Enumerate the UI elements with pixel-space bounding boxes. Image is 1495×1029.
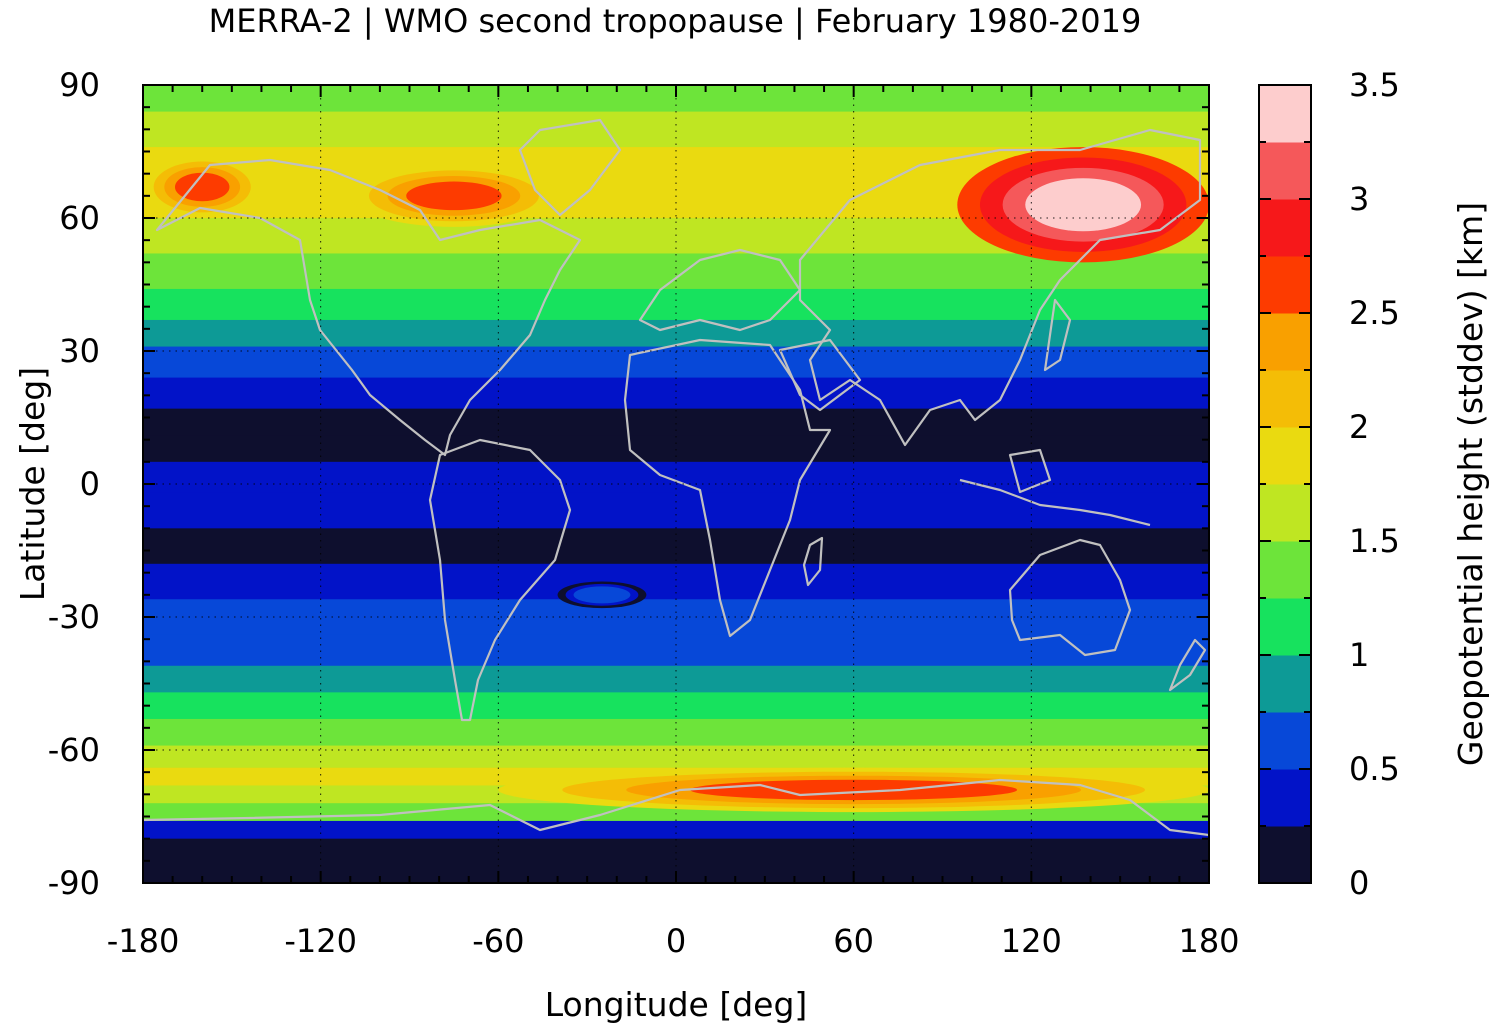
x-tick-label: -120 [284,922,357,960]
colorbar-swatch [1259,484,1311,542]
coastline-asia [798,128,1202,447]
x-axis-label: Longitude [deg] [545,985,808,1024]
colorbar [1259,85,1311,884]
y-axis-label: Latitude [deg] [13,367,52,601]
grid-lines [143,85,1209,883]
colorbar-tick-label: 0 [1349,864,1369,902]
colorbar-label: Geopotential height (stddev) [km] [1451,202,1490,766]
heatmap-band [143,563,1209,600]
heatmap-band [143,492,1209,529]
colorbar-swatch [1259,142,1311,200]
heatmap-band [143,435,1209,463]
colorbar-swatch [1259,712,1311,770]
colorbar-swatch [1259,655,1311,713]
heatmap-band [143,745,1209,769]
colorbar-tick-labels: 0 0.5 1 1.5 2 2.5 3 3.5 [1349,66,1400,902]
hotspot-level [1025,178,1142,232]
y-tick-labels: 90 60 30 0 -30 -60 -90 [48,66,100,902]
plot-area [143,85,1209,883]
coastline-japan [1043,298,1072,372]
hotspot-level [174,172,230,202]
heatmap-hotspot [350,164,558,227]
hotspot-level [573,586,631,604]
x-tick-label: 120 [1001,922,1062,960]
y-tick-label: 90 [59,66,100,104]
y-tick-label: 30 [59,332,100,370]
coastline-indonesia [959,478,1151,527]
axis-ticks [142,84,1210,884]
heatmap-band [143,838,1209,862]
coastline-new-zealand [1168,638,1207,692]
x-tick-label: 180 [1178,922,1239,960]
hotspot-level [406,181,502,211]
y-tick-label: 60 [59,199,100,237]
coastline-south-america [428,438,572,722]
hotspot-level [690,779,1018,801]
colorbar-tick-label: 3 [1349,180,1369,218]
coastline-madagascar [802,536,824,587]
heatmap-hotspot [957,147,1209,263]
colorbar-swatch [1259,541,1311,599]
heatmap-band [143,820,1209,840]
colorbar-tick-label: 2 [1349,408,1369,446]
y-tick-label: -30 [48,598,100,636]
coastline-borneo [1008,448,1052,494]
heatmap-band [143,253,1209,290]
heatmap-band [143,665,1209,693]
colorbar-swatch [1259,427,1311,485]
coastline-arabia [778,338,862,412]
heatmap-band [143,408,1209,436]
colorbar-swatch [1259,769,1311,827]
colorbar-swatch [1259,313,1311,371]
colorbar-swatch [1259,370,1311,428]
coastline-greenland [518,118,622,217]
colorbar-tick-label: 0.5 [1349,750,1400,788]
coastline-north-america [155,158,582,457]
coastline-antarctica [143,778,1209,837]
colorbar-tick-label: 1 [1349,636,1369,674]
x-tick-label: 0 [666,922,686,960]
colorbar-swatch [1259,826,1311,884]
colorbar-swatch [1259,199,1311,257]
heatmap-hotspot [557,581,647,609]
colorbar-ticks [1259,84,1311,884]
y-tick-label: 0 [80,465,100,503]
x-tick-labels: -180 -120 -60 0 60 120 180 [107,922,1240,960]
colorbar-swatch [1259,256,1311,314]
y-tick-label: -90 [48,864,100,902]
y-tick-label: -60 [48,731,100,769]
colorbar-swatch [1259,598,1311,656]
colorbar-tick-label: 3.5 [1349,66,1400,104]
colorbar-tick-label: 2.5 [1349,294,1400,332]
chart-title: MERRA-2 | WMO second tropopause | Februa… [209,2,1142,40]
colorbar-tick-label: 1.5 [1349,522,1400,560]
x-tick-label: -60 [472,922,524,960]
heatmap-band [143,111,1209,148]
x-tick-label: -180 [107,922,180,960]
x-tick-label: 60 [833,922,874,960]
coastline-australia [1008,538,1132,657]
colorbar-swatch [1259,85,1311,143]
coastlines [143,118,1209,837]
